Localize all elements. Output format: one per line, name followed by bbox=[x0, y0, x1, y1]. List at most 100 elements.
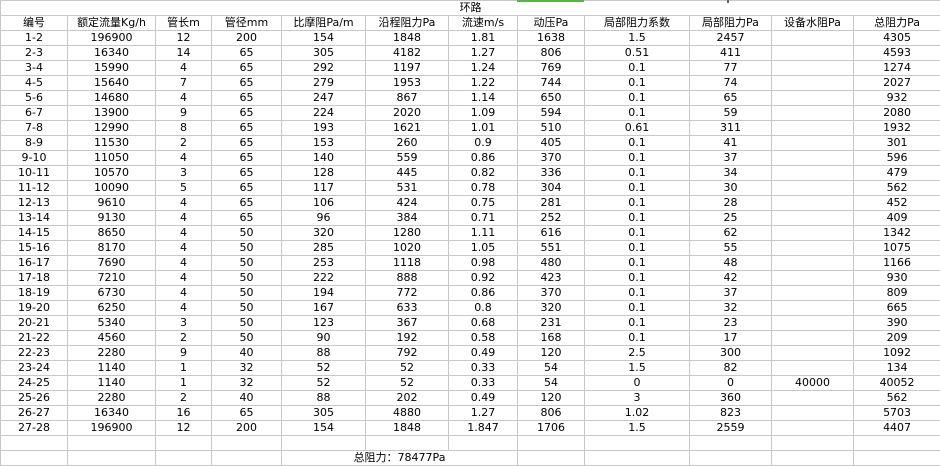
data-cell[interactable]: 4 bbox=[155, 90, 212, 106]
header-cell[interactable]: 额定流量Kg/h bbox=[67, 15, 156, 31]
data-cell[interactable]: 0.51 bbox=[584, 45, 690, 61]
data-cell[interactable]: 445 bbox=[365, 165, 449, 181]
data-cell[interactable]: 12 bbox=[155, 420, 212, 436]
data-cell[interactable]: 40 bbox=[211, 345, 282, 361]
data-cell[interactable]: 0.1 bbox=[584, 210, 690, 226]
data-cell[interactable]: 367 bbox=[365, 315, 449, 331]
data-cell[interactable]: 50 bbox=[211, 270, 282, 286]
data-cell[interactable]: 120 bbox=[517, 345, 585, 361]
data-cell[interactable]: 65 bbox=[211, 120, 282, 136]
data-cell[interactable]: 168 bbox=[517, 330, 585, 346]
data-cell[interactable]: 3-4 bbox=[0, 60, 68, 76]
data-cell[interactable]: 42 bbox=[689, 270, 772, 286]
data-cell[interactable]: 52 bbox=[365, 360, 449, 376]
sheet-title-cell[interactable]: 环路 bbox=[0, 0, 940, 16]
empty-cell[interactable] bbox=[689, 435, 772, 451]
data-cell[interactable]: 409 bbox=[852, 210, 940, 226]
data-cell[interactable]: 1118 bbox=[365, 255, 449, 271]
data-cell[interactable]: 12 bbox=[155, 30, 212, 46]
data-cell[interactable]: 88 bbox=[281, 390, 366, 406]
empty-cell[interactable] bbox=[584, 450, 690, 466]
header-cell[interactable]: 管长m bbox=[155, 15, 212, 31]
data-cell[interactable]: 52 bbox=[365, 375, 449, 391]
data-cell[interactable]: 0.1 bbox=[584, 270, 690, 286]
data-cell[interactable]: 52 bbox=[281, 375, 366, 391]
data-cell[interactable] bbox=[771, 195, 854, 211]
data-cell[interactable]: 304 bbox=[517, 180, 585, 196]
data-cell[interactable]: 1.09 bbox=[448, 105, 518, 121]
data-cell[interactable]: 253 bbox=[281, 255, 366, 271]
empty-cell[interactable] bbox=[771, 450, 854, 466]
data-cell[interactable]: 23 bbox=[689, 315, 772, 331]
data-cell[interactable]: 1.01 bbox=[448, 120, 518, 136]
data-cell[interactable]: 196900 bbox=[67, 420, 156, 436]
data-cell[interactable]: 32 bbox=[211, 375, 282, 391]
data-cell[interactable]: 1075 bbox=[852, 240, 940, 256]
data-cell[interactable]: 4 bbox=[155, 270, 212, 286]
empty-cell[interactable] bbox=[67, 435, 156, 451]
data-cell[interactable]: 252 bbox=[517, 210, 585, 226]
data-cell[interactable]: 0.1 bbox=[584, 285, 690, 301]
data-cell[interactable]: 52 bbox=[281, 360, 366, 376]
header-cell[interactable]: 总阻力Pa bbox=[852, 15, 940, 31]
data-cell[interactable]: 0.9 bbox=[448, 135, 518, 151]
data-cell[interactable] bbox=[771, 300, 854, 316]
data-cell[interactable]: 0.1 bbox=[584, 195, 690, 211]
empty-cell[interactable] bbox=[281, 435, 366, 451]
data-cell[interactable]: 15640 bbox=[67, 75, 156, 91]
data-cell[interactable]: 1092 bbox=[852, 345, 940, 361]
data-cell[interactable]: 452 bbox=[852, 195, 940, 211]
data-cell[interactable]: 867 bbox=[365, 90, 449, 106]
data-cell[interactable]: 8650 bbox=[67, 225, 156, 241]
data-cell[interactable]: 40000 bbox=[771, 375, 854, 391]
data-cell[interactable]: 1848 bbox=[365, 30, 449, 46]
data-cell[interactable]: 0.1 bbox=[584, 180, 690, 196]
data-cell[interactable]: 360 bbox=[689, 390, 772, 406]
data-cell[interactable]: 772 bbox=[365, 285, 449, 301]
data-cell[interactable]: 4880 bbox=[365, 405, 449, 421]
data-cell[interactable]: 48 bbox=[689, 255, 772, 271]
data-cell[interactable]: 10570 bbox=[67, 165, 156, 181]
data-cell[interactable]: 9-10 bbox=[0, 150, 68, 166]
data-cell[interactable]: 65 bbox=[211, 90, 282, 106]
data-cell[interactable] bbox=[771, 270, 854, 286]
data-cell[interactable]: 65 bbox=[211, 405, 282, 421]
data-cell[interactable]: 65 bbox=[211, 150, 282, 166]
data-cell[interactable]: 14-15 bbox=[0, 225, 68, 241]
data-cell[interactable]: 222 bbox=[281, 270, 366, 286]
data-cell[interactable]: 0.86 bbox=[448, 150, 518, 166]
data-cell[interactable]: 1166 bbox=[852, 255, 940, 271]
data-cell[interactable]: 2.5 bbox=[584, 345, 690, 361]
data-cell[interactable]: 10090 bbox=[67, 180, 156, 196]
data-cell[interactable]: 4 bbox=[155, 300, 212, 316]
data-cell[interactable] bbox=[771, 330, 854, 346]
data-cell[interactable] bbox=[771, 180, 854, 196]
data-cell[interactable]: 562 bbox=[852, 390, 940, 406]
data-cell[interactable]: 14 bbox=[155, 45, 212, 61]
data-cell[interactable]: 224 bbox=[281, 105, 366, 121]
data-cell[interactable]: 65 bbox=[211, 165, 282, 181]
data-cell[interactable]: 0.1 bbox=[584, 300, 690, 316]
data-cell[interactable]: 370 bbox=[517, 150, 585, 166]
data-cell[interactable]: 6730 bbox=[67, 285, 156, 301]
data-cell[interactable]: 0.75 bbox=[448, 195, 518, 211]
data-cell[interactable]: 247 bbox=[281, 90, 366, 106]
data-cell[interactable]: 562 bbox=[852, 180, 940, 196]
empty-cell[interactable] bbox=[211, 450, 282, 466]
data-cell[interactable]: 55 bbox=[689, 240, 772, 256]
data-cell[interactable]: 1 bbox=[155, 375, 212, 391]
data-cell[interactable]: 1932 bbox=[852, 120, 940, 136]
header-cell[interactable]: 局部阻力系数 bbox=[584, 15, 690, 31]
data-cell[interactable]: 4 bbox=[155, 210, 212, 226]
empty-cell[interactable] bbox=[517, 450, 585, 466]
data-cell[interactable]: 77 bbox=[689, 60, 772, 76]
data-cell[interactable]: 154 bbox=[281, 30, 366, 46]
data-cell[interactable]: 28 bbox=[689, 195, 772, 211]
data-cell[interactable]: 154 bbox=[281, 420, 366, 436]
data-cell[interactable]: 260 bbox=[365, 135, 449, 151]
data-cell[interactable]: 0.1 bbox=[584, 60, 690, 76]
header-cell[interactable]: 编号 bbox=[0, 15, 68, 31]
data-cell[interactable]: 12-13 bbox=[0, 195, 68, 211]
data-cell[interactable]: 209 bbox=[852, 330, 940, 346]
data-cell[interactable]: 423 bbox=[517, 270, 585, 286]
